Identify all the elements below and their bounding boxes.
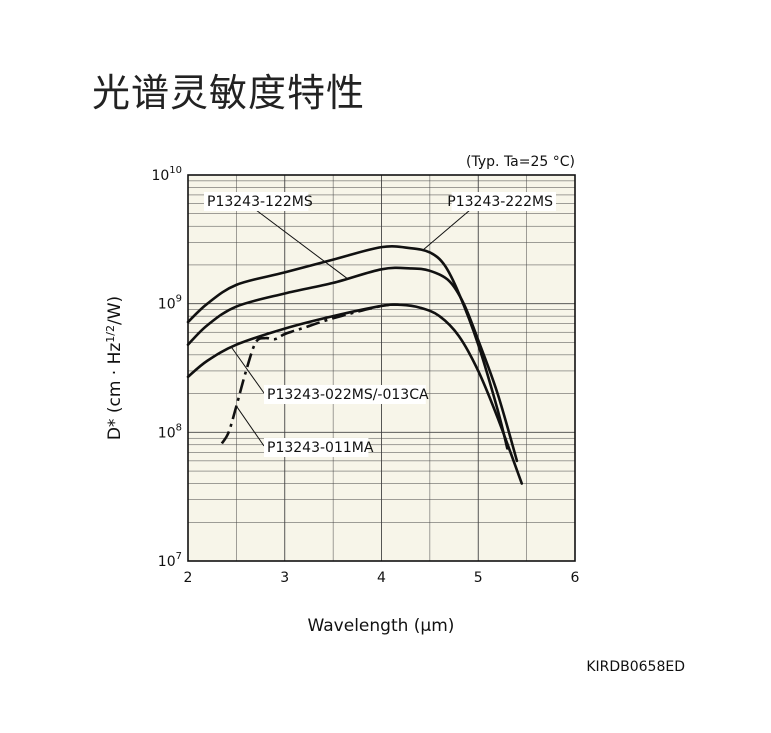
test-condition: (Typ. Ta=25 °C) [466, 154, 575, 170]
y-tick-exponent: 9 [176, 294, 182, 305]
label-bg-p13243-022ms-013ca [264, 385, 426, 404]
y-tick-label: 109 [158, 294, 182, 313]
y-tick-base: 10 [158, 425, 176, 441]
label-bg-p13243-122ms [204, 192, 309, 211]
y-axis-label: D* (cm · Hz1/2/W) [104, 296, 125, 440]
series-label-p13243-122ms: P13243-122MS [207, 194, 313, 210]
y-tick-label: 108 [158, 422, 182, 441]
y-tick-base: 10 [158, 297, 176, 313]
leader-line-p13243-122ms [255, 209, 348, 280]
series-line-p13243-222ms [186, 245, 509, 450]
y-tick-label: 1010 [151, 165, 182, 184]
x-tick-label: 6 [571, 570, 580, 586]
y-axis-label-main: D* (cm · Hz [105, 343, 125, 441]
y-tick-base: 10 [151, 168, 169, 184]
y-tick-label: 107 [158, 551, 182, 570]
y-tick-exponent: 8 [176, 422, 182, 433]
series-label-p13243-011ma: P13243-011MA [267, 440, 374, 456]
annotation-layer: P13243-122MS P13243-222MS P13243-022MS/-01… [204, 192, 556, 457]
x-axis-label: Wavelength (µm) [308, 616, 455, 636]
y-axis-label-sup: 1/2 [104, 325, 117, 343]
series-layer [186, 245, 524, 485]
series-line-p13243-011ma [220, 303, 401, 445]
leader-line-p13243-022ms-013ca [231, 347, 265, 394]
y-axis-label-end: /W) [105, 296, 125, 325]
leader-line-p13243-011ma [235, 405, 265, 447]
x-tick-label: 3 [280, 570, 289, 586]
y-tick-base: 10 [158, 554, 176, 570]
x-tick-label: 2 [184, 570, 193, 586]
series-line-p13243-022ms-013ca [186, 303, 524, 485]
x-tick-label: 4 [377, 570, 386, 586]
series-label-p13243-222ms: P13243-222MS [447, 194, 553, 210]
label-bg-p13243-011ma [264, 438, 369, 457]
series-line-p13243-122ms [186, 266, 519, 463]
figure-code: KIRDB0658ED [586, 659, 685, 675]
page-title: 光谱灵敏度特性 [92, 71, 366, 115]
label-bg-p13243-222ms [451, 192, 556, 211]
leader-line-p13243-222ms [421, 209, 471, 252]
plot-frame [187, 174, 576, 562]
series-label-p13243-022ms-013ca: P13243-022MS/-013CA [267, 387, 429, 403]
y-tick-exponent: 7 [176, 551, 182, 562]
x-tick-label: 5 [474, 570, 483, 586]
y-tick-exponent: 10 [169, 165, 182, 176]
